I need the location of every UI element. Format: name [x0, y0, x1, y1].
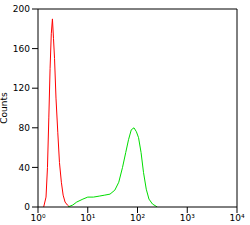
svg-text:80: 80 — [19, 123, 31, 133]
svg-text:10¹: 10¹ — [80, 213, 95, 223]
svg-text:160: 160 — [13, 44, 30, 54]
svg-text:0: 0 — [24, 202, 30, 212]
svg-text:10²: 10² — [130, 213, 145, 223]
svg-text:40: 40 — [19, 163, 31, 173]
svg-text:10³: 10³ — [180, 213, 195, 223]
svg-text:200: 200 — [13, 4, 30, 14]
svg-text:120: 120 — [13, 83, 30, 93]
svg-text:Counts: Counts — [8, 92, 9, 124]
svg-text:10⁴: 10⁴ — [229, 213, 242, 223]
svg-text:10⁰: 10⁰ — [30, 213, 45, 223]
